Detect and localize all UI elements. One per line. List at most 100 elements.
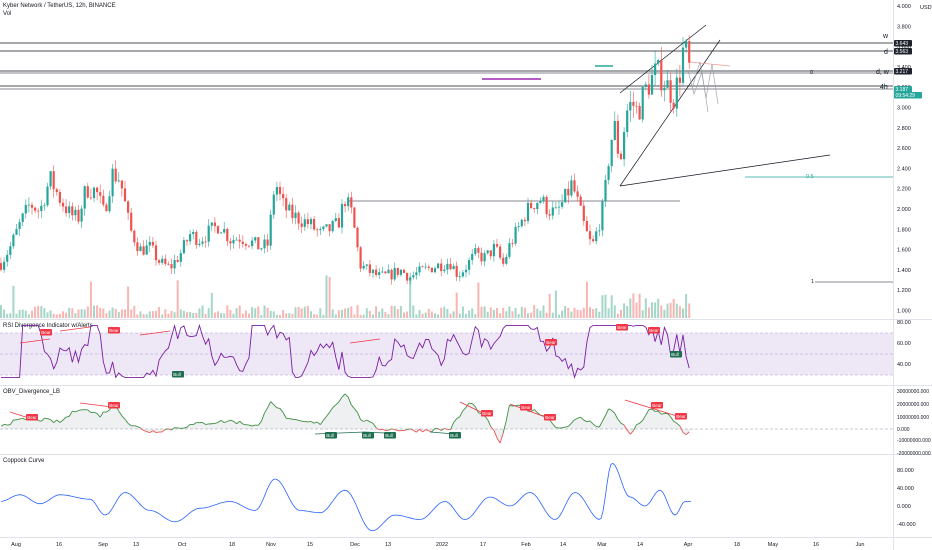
volume-bar [539,310,542,318]
obv-line-segment [580,416,585,421]
obv-line-segment [87,409,92,413]
obv-line-segment [260,412,265,422]
time-tick-label: Mar [597,542,607,548]
obv-line-segment [366,419,371,423]
volume-bar [12,285,15,318]
candle-body [353,207,356,228]
obv-fill [1,394,692,444]
candle-body [260,248,263,250]
obv-line-segment [403,429,408,431]
obv-line-segment [329,407,334,413]
candle-body [77,209,80,222]
volume-bar [210,293,213,318]
obv-line-segment [99,411,104,418]
volume-bar [644,298,647,318]
volume-bar [226,305,229,318]
obv-line-segment [248,424,253,427]
obv-line-segment [676,422,681,427]
candle-body [71,206,74,216]
candle-body [356,227,359,248]
candle-body [402,269,406,273]
candle-body [368,264,371,274]
volume-bar [173,312,176,318]
obv-line-segment [379,428,383,431]
volume-bar [406,311,409,318]
level-label-dw: d, w [876,69,890,76]
candle-body [18,222,21,230]
candle-body [3,261,6,270]
price-tick-label: 1.400 [897,268,911,274]
volume-bar [322,314,325,318]
volume-bar [207,308,210,318]
price-tag-text: 3.643 [896,41,909,47]
obv-line-segment [202,422,206,425]
candle-body [309,218,313,225]
volume-bar [502,307,505,318]
candle-body [629,101,632,111]
price-tag-text: 3.563 [896,49,909,55]
candle-body [331,220,334,232]
candle-body [297,212,300,224]
candle-body [489,250,492,257]
volume-bar [43,308,46,318]
candle-body [468,260,471,270]
volume-bar [409,279,412,318]
candle-body [52,171,55,190]
volume-bar [127,286,130,318]
candle-body [672,102,675,109]
time-tick-label: 16 [813,542,819,548]
volume-bar [58,313,61,318]
volume-bar [461,306,464,318]
volume-bar [489,307,492,318]
volume-bar [452,311,455,318]
obv-line-segment [134,425,138,427]
obv-line-segment [75,410,79,413]
candle-body [37,210,40,212]
candle-body [229,241,232,244]
volume-bar [108,310,111,318]
candle-body [359,247,362,269]
obv-line-segment [596,425,600,428]
candle-body [520,219,523,227]
candle-body [592,239,595,242]
candle-body [319,229,322,231]
obv-line-segment [382,428,386,432]
volume-bar [651,302,653,318]
candle-body [269,214,272,246]
volume-bar [275,314,278,318]
obv-line-segment [121,415,126,420]
obv-bear-divergence [79,402,113,408]
candle-body [688,41,691,63]
price-tick-label: 2.000 [897,207,911,213]
volume-bar [285,313,288,318]
obv-line-segment [459,410,464,417]
candle-body [192,231,195,235]
candle-body [675,77,678,109]
currency-label: USDT [920,5,932,11]
obv-line-segment [354,408,358,413]
obv-line-segment [78,409,82,411]
candle-body [533,208,536,210]
price-tick-label: 3.000 [897,106,911,112]
volume-bar [663,309,666,318]
obv-line-segment [598,421,603,428]
candle-body [189,234,192,242]
obv-line-segment [143,430,147,432]
candle-body [641,87,644,120]
candle-body [598,230,601,232]
obv-line-segment [183,426,188,429]
price-tick-label: 2.400 [897,166,911,172]
volume-bar [542,305,545,318]
time-tick-label: May [768,542,779,548]
volume-bar [99,307,102,318]
volume-bar [164,309,167,318]
candle-body [340,204,344,228]
obv-line-segment [360,419,364,422]
candle-body [220,232,223,234]
obv-line-segment [611,409,616,414]
candle-body [508,243,511,257]
candle-body [588,231,592,240]
candle-body [616,120,619,154]
volume-bar [151,311,154,318]
price-tag-text: 3.187 [896,87,909,93]
